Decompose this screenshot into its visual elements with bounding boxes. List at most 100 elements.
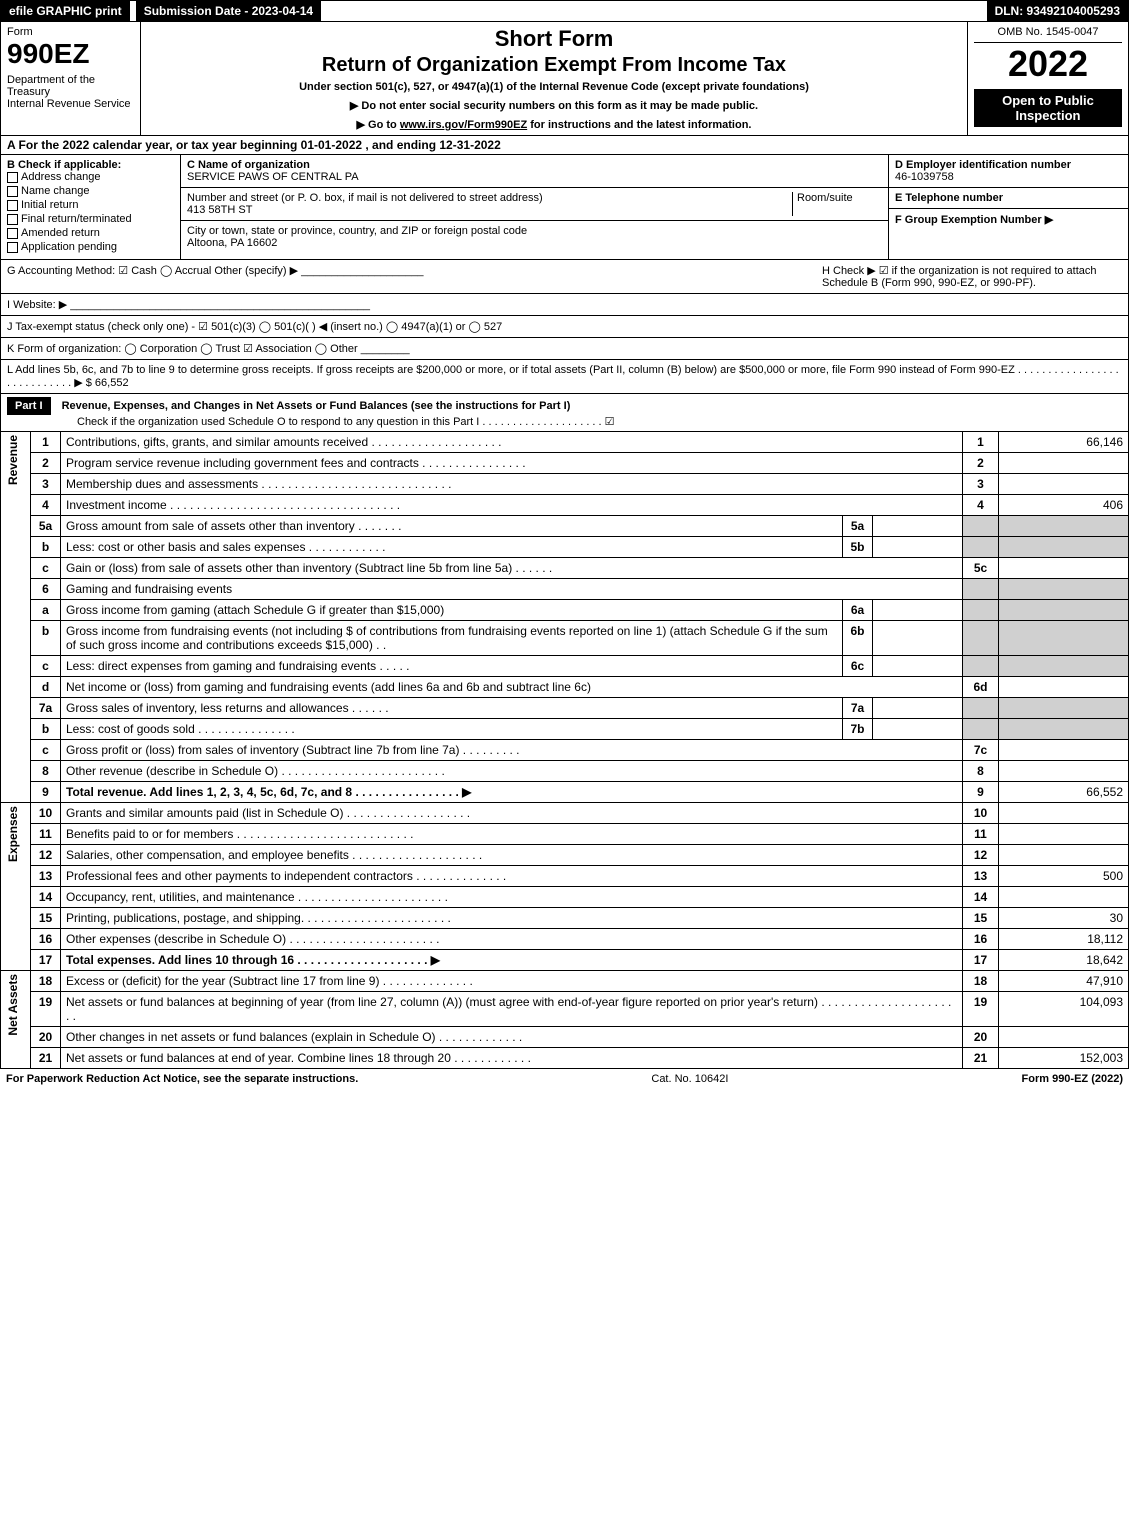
ssn-warning: ▶ Do not enter social security numbers o…: [149, 99, 959, 112]
group-exemption-block: F Group Exemption Number ▶: [889, 209, 1128, 230]
org-street-block: Number and street (or P. O. box, if mail…: [181, 188, 888, 221]
expenses-vlabel: Expenses: [6, 806, 20, 862]
ein-value: 46-1039758: [895, 171, 954, 183]
line-k-org-form: K Form of organization: ◯ Corporation ◯ …: [0, 338, 1129, 360]
table-row: 16Other expenses (describe in Schedule O…: [1, 929, 1129, 950]
table-row: 20Other changes in net assets or fund ba…: [1, 1027, 1129, 1048]
line-l-gross-receipts: L Add lines 5b, 6c, and 7b to line 9 to …: [0, 360, 1129, 394]
form-header: Form 990EZ Department of the Treasury In…: [0, 22, 1129, 136]
form-title: Return of Organization Exempt From Incom…: [149, 54, 959, 77]
table-row: 11Benefits paid to or for members . . . …: [1, 824, 1129, 845]
form-header-left: Form 990EZ Department of the Treasury In…: [1, 22, 141, 135]
org-city-block: City or town, state or province, country…: [181, 221, 888, 253]
efile-label[interactable]: efile GRAPHIC print: [1, 1, 130, 21]
table-row: Revenue 1Contributions, gifts, grants, a…: [1, 432, 1129, 453]
city-label: City or town, state or province, country…: [187, 225, 527, 237]
top-bar: efile GRAPHIC print Submission Date - 20…: [0, 0, 1129, 22]
line-h-schedule-b: H Check ▶ ☑ if the organization is not r…: [822, 264, 1122, 289]
table-row: 3Membership dues and assessments . . . .…: [1, 474, 1129, 495]
table-row: 13Professional fees and other payments t…: [1, 866, 1129, 887]
note2-post: for instructions and the latest informat…: [527, 119, 751, 131]
chk-address-change[interactable]: Address change: [7, 171, 174, 183]
department-label: Department of the Treasury Internal Reve…: [7, 74, 134, 110]
table-row: 17Total expenses. Add lines 10 through 1…: [1, 950, 1129, 971]
room-suite-label: Room/suite: [792, 192, 882, 216]
telephone-block: E Telephone number: [889, 188, 1128, 209]
org-name-value: SERVICE PAWS OF CENTRAL PA: [187, 171, 359, 183]
form-subtitle: Under section 501(c), 527, or 4947(a)(1)…: [149, 81, 959, 93]
note2-pre: ▶ Go to: [357, 119, 400, 131]
form-header-right: OMB No. 1545-0047 2022 Open to Public In…: [968, 22, 1128, 135]
city-value: Altoona, PA 16602: [187, 237, 277, 249]
table-row: bLess: cost of goods sold . . . . . . . …: [1, 719, 1129, 740]
instructions-link-line: ▶ Go to www.irs.gov/Form990EZ for instru…: [149, 118, 959, 131]
short-form-label: Short Form: [149, 26, 959, 52]
table-row: 15Printing, publications, postage, and s…: [1, 908, 1129, 929]
table-row: 21Net assets or fund balances at end of …: [1, 1048, 1129, 1069]
part-i-table: Revenue 1Contributions, gifts, grants, a…: [0, 432, 1129, 1069]
table-row: 2Program service revenue including gover…: [1, 453, 1129, 474]
part-i-header-row: Part I Revenue, Expenses, and Changes in…: [0, 394, 1129, 432]
irs-link[interactable]: www.irs.gov/Form990EZ: [400, 119, 527, 131]
table-row: aGross income from gaming (attach Schedu…: [1, 600, 1129, 621]
footer-form-ref: Form 990-EZ (2022): [1022, 1073, 1123, 1085]
form-number: 990EZ: [7, 38, 134, 70]
line-g-accounting: G Accounting Method: ☑ Cash ◯ Accrual Ot…: [7, 264, 822, 289]
table-row: 9Total revenue. Add lines 1, 2, 3, 4, 5c…: [1, 782, 1129, 803]
table-row: Net Assets 18Excess or (deficit) for the…: [1, 971, 1129, 992]
chk-name-change[interactable]: Name change: [7, 185, 174, 197]
table-row: 12Salaries, other compensation, and empl…: [1, 845, 1129, 866]
page-footer: For Paperwork Reduction Act Notice, see …: [0, 1069, 1129, 1089]
section-b-label: B Check if applicable:: [7, 159, 174, 171]
revenue-vlabel: Revenue: [6, 435, 20, 485]
info-block: B Check if applicable: Address change Na…: [0, 155, 1129, 260]
footer-cat-no: Cat. No. 10642I: [358, 1073, 1021, 1085]
submission-date: Submission Date - 2023-04-14: [136, 1, 321, 21]
table-row: cGain or (loss) from sale of assets othe…: [1, 558, 1129, 579]
tax-year: 2022: [974, 43, 1122, 85]
dln-label: DLN: 93492104005293: [987, 1, 1128, 21]
omb-number: OMB No. 1545-0047: [974, 26, 1122, 43]
street-label: Number and street (or P. O. box, if mail…: [187, 192, 543, 204]
public-inspection-badge: Open to Public Inspection: [974, 89, 1122, 127]
chk-final-return[interactable]: Final return/terminated: [7, 213, 174, 225]
group-exemption-label: F Group Exemption Number ▶: [895, 214, 1053, 226]
ein-label: D Employer identification number: [895, 159, 1071, 171]
chk-amended-return[interactable]: Amended return: [7, 227, 174, 239]
table-row: dNet income or (loss) from gaming and fu…: [1, 677, 1129, 698]
part-i-title: Revenue, Expenses, and Changes in Net As…: [62, 400, 571, 412]
table-row: cGross profit or (loss) from sales of in…: [1, 740, 1129, 761]
section-a-tax-year: A For the 2022 calendar year, or tax yea…: [0, 136, 1129, 155]
section-d-ids: D Employer identification number 46-1039…: [888, 155, 1128, 259]
section-b-checkboxes: B Check if applicable: Address change Na…: [1, 155, 181, 259]
form-word: Form: [7, 26, 134, 38]
ein-block: D Employer identification number 46-1039…: [889, 155, 1128, 188]
street-value: 413 58TH ST: [187, 204, 252, 216]
part-i-check-line: Check if the organization used Schedule …: [77, 416, 615, 428]
form-header-center: Short Form Return of Organization Exempt…: [141, 22, 968, 135]
netassets-vlabel: Net Assets: [6, 974, 20, 1036]
footer-left: For Paperwork Reduction Act Notice, see …: [6, 1073, 358, 1085]
table-row: 5aGross amount from sale of assets other…: [1, 516, 1129, 537]
section-c-org-info: C Name of organization SERVICE PAWS OF C…: [181, 155, 888, 259]
org-name-block: C Name of organization SERVICE PAWS OF C…: [181, 155, 888, 188]
table-row: 7aGross sales of inventory, less returns…: [1, 698, 1129, 719]
chk-application-pending[interactable]: Application pending: [7, 241, 174, 253]
line-j-tax-status: J Tax-exempt status (check only one) - ☑…: [0, 316, 1129, 338]
table-row: 8Other revenue (describe in Schedule O) …: [1, 761, 1129, 782]
table-row: 4Investment income . . . . . . . . . . .…: [1, 495, 1129, 516]
table-row: bLess: cost or other basis and sales exp…: [1, 537, 1129, 558]
part-i-badge: Part I: [7, 397, 51, 415]
spacer: [321, 1, 986, 21]
table-row: 6Gaming and fundraising events: [1, 579, 1129, 600]
table-row: bGross income from fundraising events (n…: [1, 621, 1129, 656]
line-i-website: I Website: ▶ ___________________________…: [0, 294, 1129, 316]
table-row: 19Net assets or fund balances at beginni…: [1, 992, 1129, 1027]
table-row: Expenses 10Grants and similar amounts pa…: [1, 803, 1129, 824]
telephone-label: E Telephone number: [895, 192, 1003, 204]
chk-initial-return[interactable]: Initial return: [7, 199, 174, 211]
table-row: 14Occupancy, rent, utilities, and mainte…: [1, 887, 1129, 908]
org-name-label: C Name of organization: [187, 159, 310, 171]
lines-g-h: G Accounting Method: ☑ Cash ◯ Accrual Ot…: [0, 260, 1129, 294]
table-row: cLess: direct expenses from gaming and f…: [1, 656, 1129, 677]
